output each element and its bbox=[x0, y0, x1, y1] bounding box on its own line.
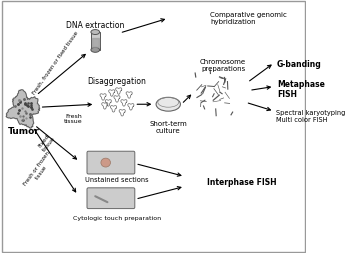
Bar bbox=[92, 39, 99, 48]
Text: Comparative genomic
hybridization: Comparative genomic hybridization bbox=[210, 12, 287, 25]
Text: DNA extraction: DNA extraction bbox=[66, 21, 125, 29]
Ellipse shape bbox=[101, 158, 111, 167]
Text: Fresh
tissue: Fresh tissue bbox=[64, 113, 83, 124]
Text: Short-term
culture: Short-term culture bbox=[149, 120, 187, 133]
Text: Chromosome
preparations: Chromosome preparations bbox=[200, 59, 246, 72]
Ellipse shape bbox=[156, 98, 181, 112]
Ellipse shape bbox=[91, 30, 100, 35]
Text: Metaphase
FISH: Metaphase FISH bbox=[277, 80, 325, 99]
Text: Cytologic touch preparation: Cytologic touch preparation bbox=[73, 215, 161, 220]
Text: Spectral karyotyping
Multi color FISH: Spectral karyotyping Multi color FISH bbox=[276, 109, 345, 122]
Text: Disaggregation: Disaggregation bbox=[88, 77, 146, 86]
Text: Interphase FISH: Interphase FISH bbox=[206, 177, 276, 186]
Polygon shape bbox=[6, 90, 40, 129]
FancyBboxPatch shape bbox=[87, 188, 135, 209]
Text: Fresh or frozen
tissue: Fresh or frozen tissue bbox=[22, 150, 55, 189]
Ellipse shape bbox=[91, 48, 100, 53]
Text: Tumor: Tumor bbox=[8, 127, 40, 136]
Bar bbox=[91, 33, 100, 51]
Text: Unstained sections: Unstained sections bbox=[85, 177, 149, 183]
Text: G-banding: G-banding bbox=[277, 60, 322, 69]
Text: Fixed
tissue: Fixed tissue bbox=[37, 132, 56, 152]
FancyBboxPatch shape bbox=[87, 152, 135, 174]
Text: Fresh, frozen or fixed tissue: Fresh, frozen or fixed tissue bbox=[32, 30, 79, 95]
